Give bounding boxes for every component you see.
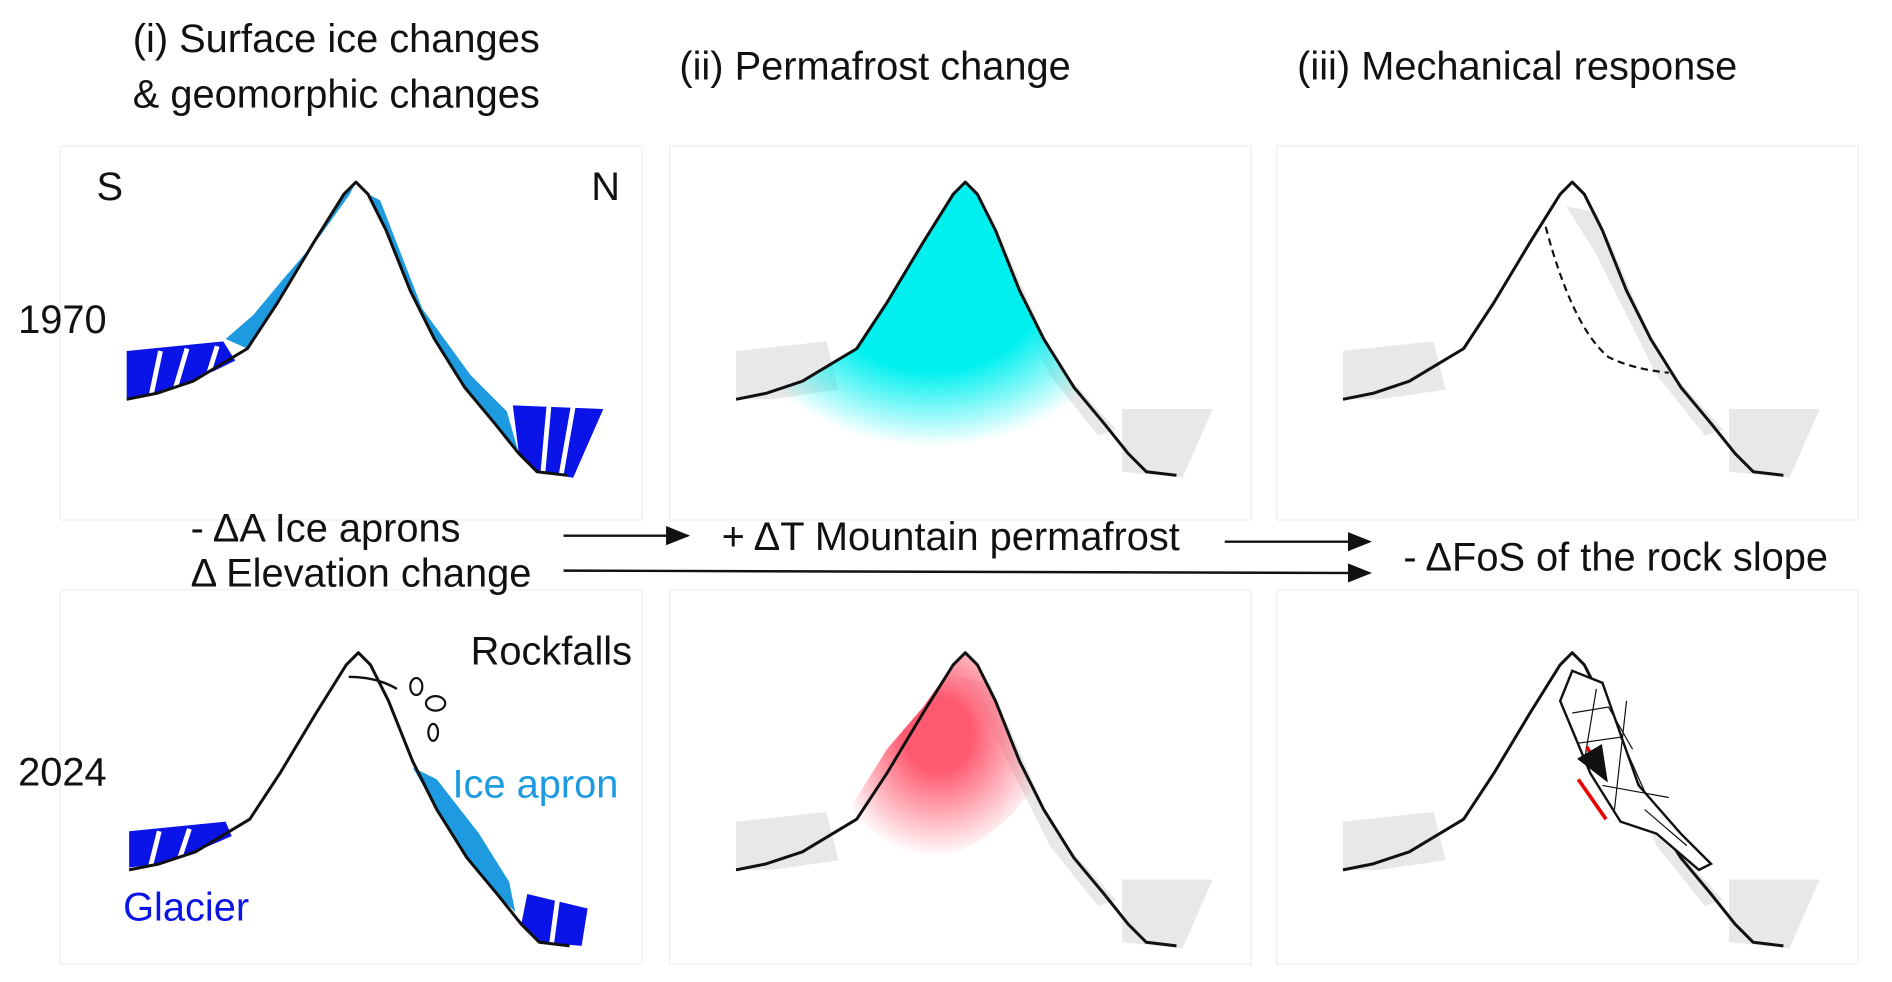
row-label: 2024 bbox=[18, 750, 107, 794]
column-title: & geomorphic changes bbox=[133, 72, 540, 116]
mountain-2024-mechanics bbox=[1341, 651, 1820, 949]
aspect-label: N bbox=[591, 165, 620, 209]
annotation: Ice apron bbox=[452, 762, 618, 806]
mountain-1970 bbox=[125, 180, 604, 478]
column-title: (iii) Mechanical response bbox=[1297, 45, 1737, 89]
driver-text: - ΔA Ice aprons bbox=[191, 507, 461, 551]
driver-text: + ΔT Mountain permafrost bbox=[722, 515, 1180, 559]
mountain-2024 bbox=[127, 651, 588, 948]
column-title: (i) Surface ice changes bbox=[133, 17, 540, 61]
aspect-label: S bbox=[97, 165, 124, 209]
driver-text: - ΔFoS of the rock slope bbox=[1403, 536, 1828, 580]
driver-text: Δ Elevation change bbox=[191, 551, 532, 595]
mountain-2024-permafrost bbox=[734, 651, 1213, 949]
mountain-1970-mechanics bbox=[1341, 180, 1820, 478]
mountain-1970-permafrost bbox=[734, 180, 1213, 478]
arrow bbox=[563, 563, 1372, 583]
annotation: Rockfalls bbox=[471, 630, 632, 674]
row-label: 1970 bbox=[18, 298, 107, 342]
annotation: Glacier bbox=[123, 886, 249, 930]
column-title: (ii) Permafrost change bbox=[679, 45, 1070, 89]
